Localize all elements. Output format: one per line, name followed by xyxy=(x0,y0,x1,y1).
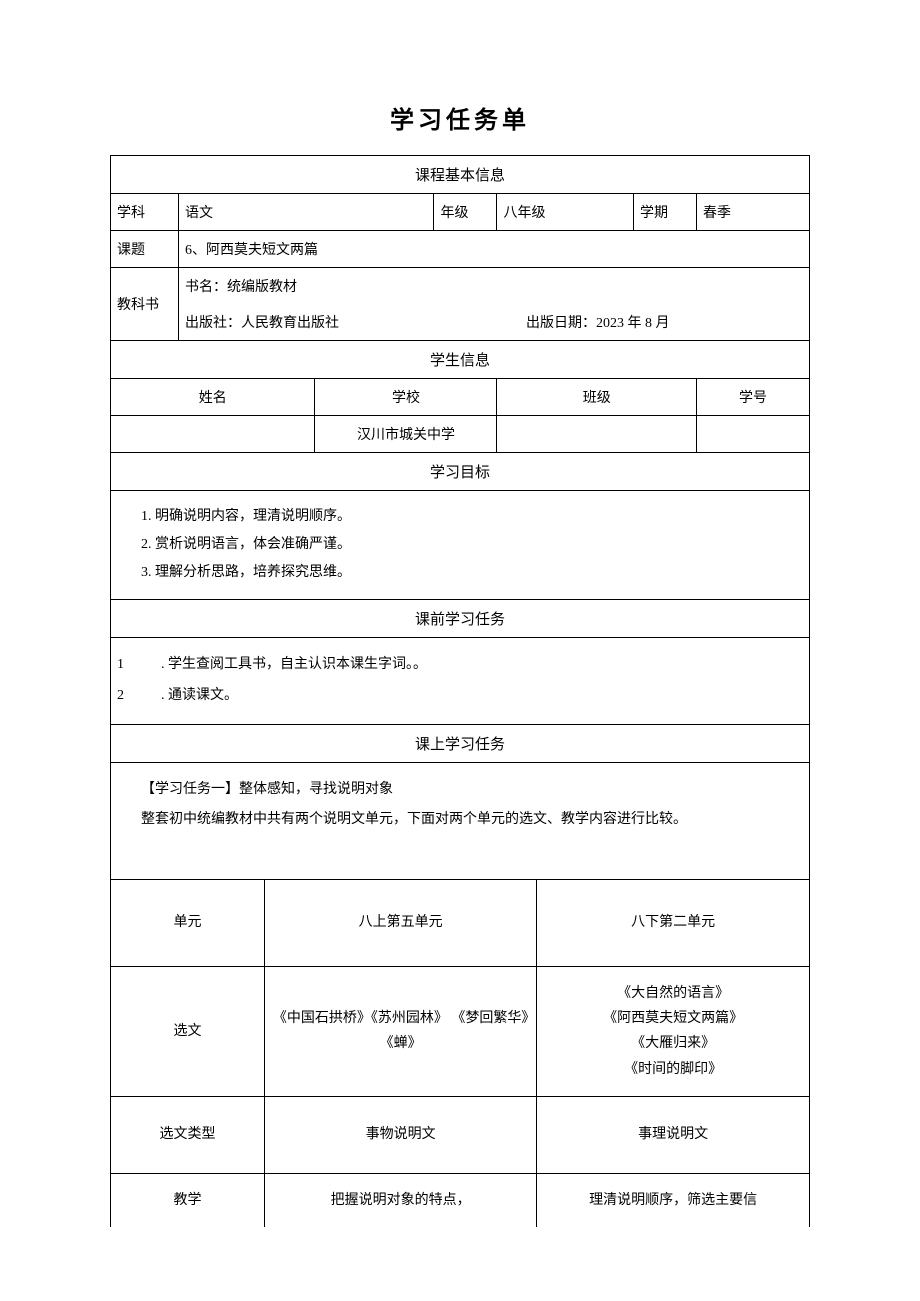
cmp-unit-a: 八上第五单元 xyxy=(265,879,537,966)
pretask-2-text: . 通读课文。 xyxy=(161,688,238,703)
page-title: 学习任务单 xyxy=(110,100,810,135)
label-textbook: 教科书 xyxy=(111,268,179,341)
section-pretask: 课前学习任务 xyxy=(111,600,810,638)
pretask-content: 1 . 学生查阅工具书，自主认识本课生字词。。 2 . 通读课文。 xyxy=(111,638,810,725)
label-class: 班级 xyxy=(497,379,697,416)
cmp-unit-b: 八下第二单元 xyxy=(537,879,809,966)
value-subject: 语文 xyxy=(179,194,434,231)
cmp-texts-b4: 《时间的脚印》 xyxy=(543,1057,803,1082)
goal-1: 1. 明确说明内容，理清说明顺序。 xyxy=(141,503,779,531)
cmp-type-label: 选文类型 xyxy=(111,1096,265,1173)
value-name xyxy=(111,416,315,453)
section-student-info: 学生信息 xyxy=(111,341,810,379)
cmp-unit-label: 单元 xyxy=(111,879,265,966)
task1-desc: 整套初中统编教材中共有两个说明文单元，下面对两个单元的选文、教学内容进行比较。 xyxy=(141,805,779,836)
section-goals: 学习目标 xyxy=(111,453,810,491)
pretask-1-num: 1 xyxy=(117,657,124,672)
cmp-texts-b1: 《大自然的语言》 xyxy=(543,981,803,1006)
value-school: 汉川市城关中学 xyxy=(315,416,497,453)
label-term: 学期 xyxy=(634,194,697,231)
value-publisher: 出版社：人民教育出版社 xyxy=(185,316,339,331)
value-class xyxy=(497,416,697,453)
cmp-teach-label: 教学 xyxy=(111,1173,265,1227)
cmp-teach-a: 把握说明对象的特点， xyxy=(265,1173,537,1227)
comparison-table: 单元 八上第五单元 八下第二单元 选文 《中国石拱桥》《苏州园林》 《梦回繁华》… xyxy=(111,879,809,1227)
textbook-publisher-row: 出版社：人民教育出版社 出版日期：2023 年 8 月 xyxy=(179,304,810,341)
value-pubdate: 出版日期：2023 年 8 月 xyxy=(526,316,670,331)
value-grade: 八年级 xyxy=(497,194,634,231)
pretask-2-num: 2 xyxy=(117,688,124,703)
section-basic-info: 课程基本信息 xyxy=(111,156,810,194)
goal-2: 2. 赏析说明语言，体会准确严谨。 xyxy=(141,531,779,559)
goal-3: 3. 理解分析思路，培养探究思维。 xyxy=(141,559,779,587)
cmp-texts-b2: 《阿西莫夫短文两篇》 xyxy=(543,1006,803,1031)
worksheet-table: 课程基本信息 学科 语文 年级 八年级 学期 春季 课题 6、阿西莫夫短文两篇 … xyxy=(110,155,810,1227)
task1-intro: 【学习任务一】整体感知，寻找说明对象 整套初中统编教材中共有两个说明文单元，下面… xyxy=(111,762,810,879)
cmp-texts-b: 《大自然的语言》 《阿西莫夫短文两篇》 《大雁归来》 《时间的脚印》 xyxy=(537,966,809,1096)
label-studentid: 学号 xyxy=(697,379,810,416)
label-grade: 年级 xyxy=(434,194,497,231)
cmp-texts-a: 《中国石拱桥》《苏州园林》 《梦回繁华》《蝉》 xyxy=(265,966,537,1096)
value-bookname: 书名：统编版教材 xyxy=(179,268,810,305)
section-intask: 课上学习任务 xyxy=(111,724,810,762)
value-topic: 6、阿西莫夫短文两篇 xyxy=(179,231,810,268)
task1-heading: 【学习任务一】整体感知，寻找说明对象 xyxy=(141,775,779,806)
label-school: 学校 xyxy=(315,379,497,416)
value-studentid xyxy=(697,416,810,453)
cmp-texts-b3: 《大雁归来》 xyxy=(543,1031,803,1056)
cmp-type-a: 事物说明文 xyxy=(265,1096,537,1173)
comparison-wrapper: 单元 八上第五单元 八下第二单元 选文 《中国石拱桥》《苏州园林》 《梦回繁华》… xyxy=(111,879,810,1227)
cmp-teach-b: 理清说明顺序，筛选主要信 xyxy=(537,1173,809,1227)
label-topic: 课题 xyxy=(111,231,179,268)
pretask-1-text: . 学生查阅工具书，自主认识本课生字词。。 xyxy=(161,657,427,672)
goals-content: 1. 明确说明内容，理清说明顺序。 2. 赏析说明语言，体会准确严谨。 3. 理… xyxy=(111,491,810,600)
value-term: 春季 xyxy=(697,194,810,231)
cmp-texts-label: 选文 xyxy=(111,966,265,1096)
label-subject: 学科 xyxy=(111,194,179,231)
label-name: 姓名 xyxy=(111,379,315,416)
cmp-type-b: 事理说明文 xyxy=(537,1096,809,1173)
